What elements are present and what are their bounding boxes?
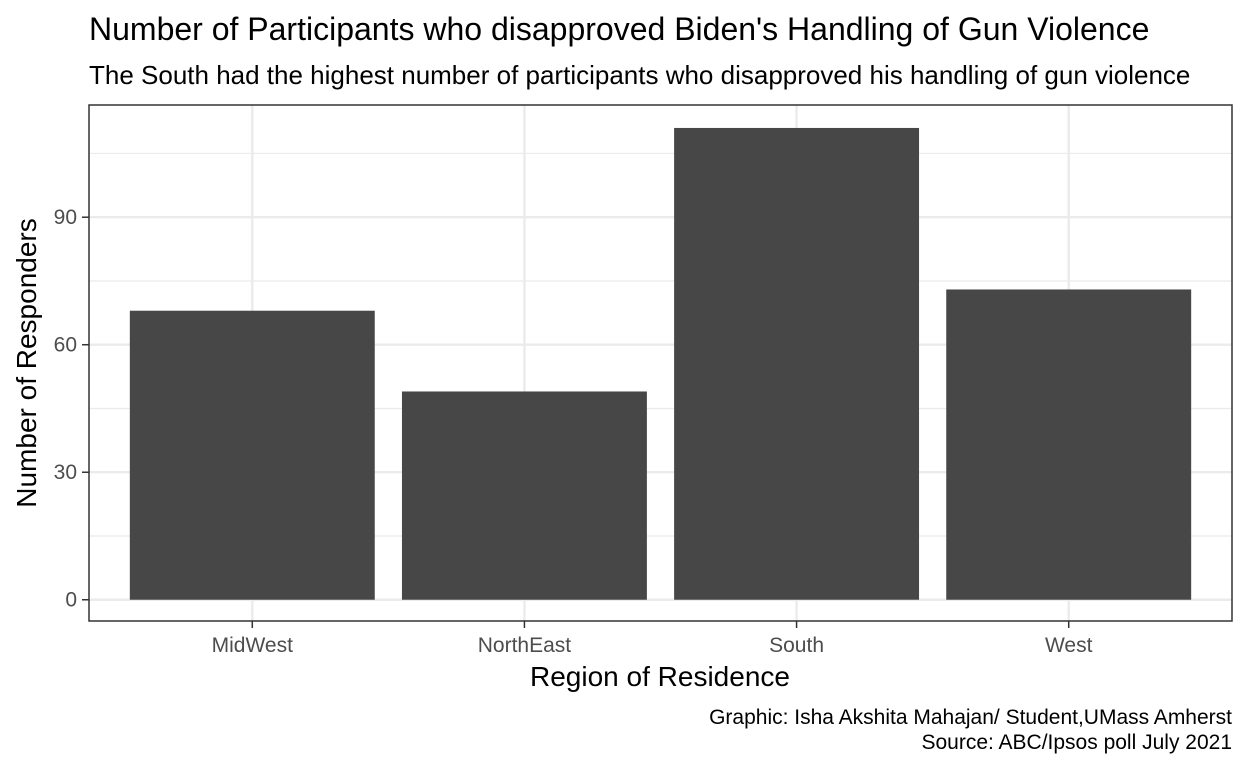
caption-graphic-credit: Graphic: Isha Akshita Mahajan/ Student,U… <box>709 706 1232 729</box>
y-tick-label: 90 <box>54 206 77 229</box>
y-axis-title: Number of Responders <box>11 218 42 507</box>
y-tick-label: 30 <box>54 461 77 484</box>
x-tick-label: West <box>1045 634 1093 657</box>
bar-west <box>946 289 1192 600</box>
x-axis-title: Region of Residence <box>530 661 790 692</box>
bar-midwest <box>129 310 375 600</box>
chart-subtitle: The South had the highest number of part… <box>89 60 1190 90</box>
x-tick-label: MidWest <box>212 634 293 657</box>
bars <box>129 127 1192 600</box>
bar-northeast <box>401 391 647 600</box>
bar-south <box>674 127 920 600</box>
caption-source: Source: ABC/Ipsos poll July 2021 <box>921 731 1232 754</box>
x-tick-label: NorthEast <box>478 634 572 657</box>
plot-panel-border <box>88 104 1233 622</box>
axes: 0 30 60 90 MidWest NorthEast South West <box>54 206 1093 657</box>
chart-title: Number of Participants who disapproved B… <box>89 11 1149 47</box>
y-tick-label: 60 <box>54 334 77 357</box>
y-tick-label: 0 <box>65 589 77 612</box>
x-tick-label: South <box>769 634 824 657</box>
